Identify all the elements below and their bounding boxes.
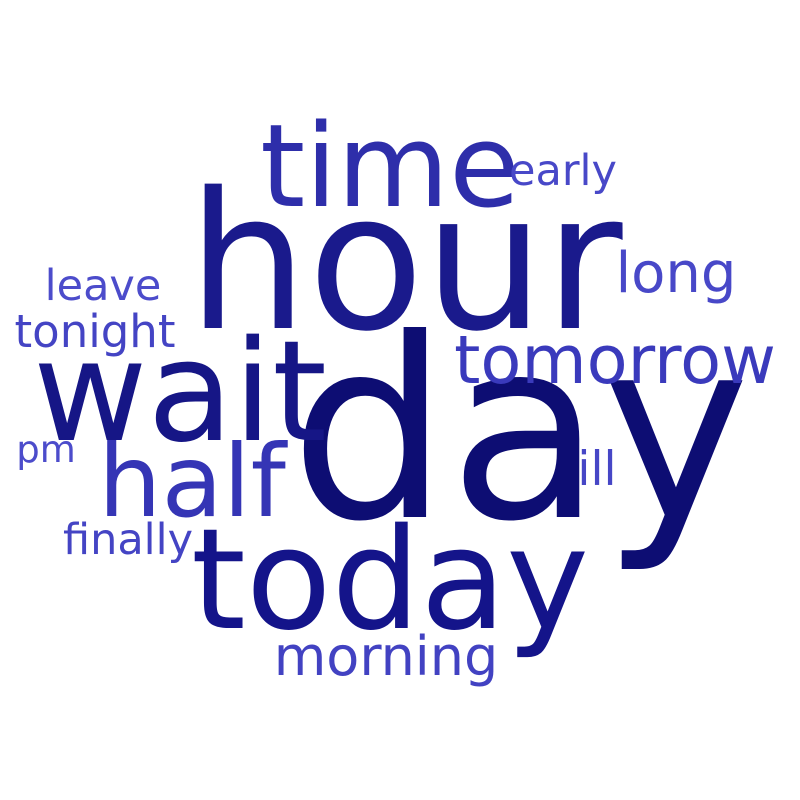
word-long: long [616, 241, 737, 306]
word-today: today [191, 499, 589, 662]
word-tomorrow: tomorrow [454, 321, 776, 399]
word-morning: morning [274, 625, 499, 688]
word-finally: finally [63, 515, 193, 565]
word-early: early [509, 146, 617, 196]
word-hour: hour [187, 152, 623, 373]
word-pm: pm [16, 428, 76, 471]
word-day: day [290, 285, 750, 576]
word-leave: leave [45, 261, 162, 311]
word-wait: wait [33, 311, 327, 474]
word-tonight: tonight [15, 305, 176, 358]
word-half: half [98, 423, 288, 540]
word-time: time [260, 100, 520, 234]
word-ill: ill [577, 442, 616, 497]
